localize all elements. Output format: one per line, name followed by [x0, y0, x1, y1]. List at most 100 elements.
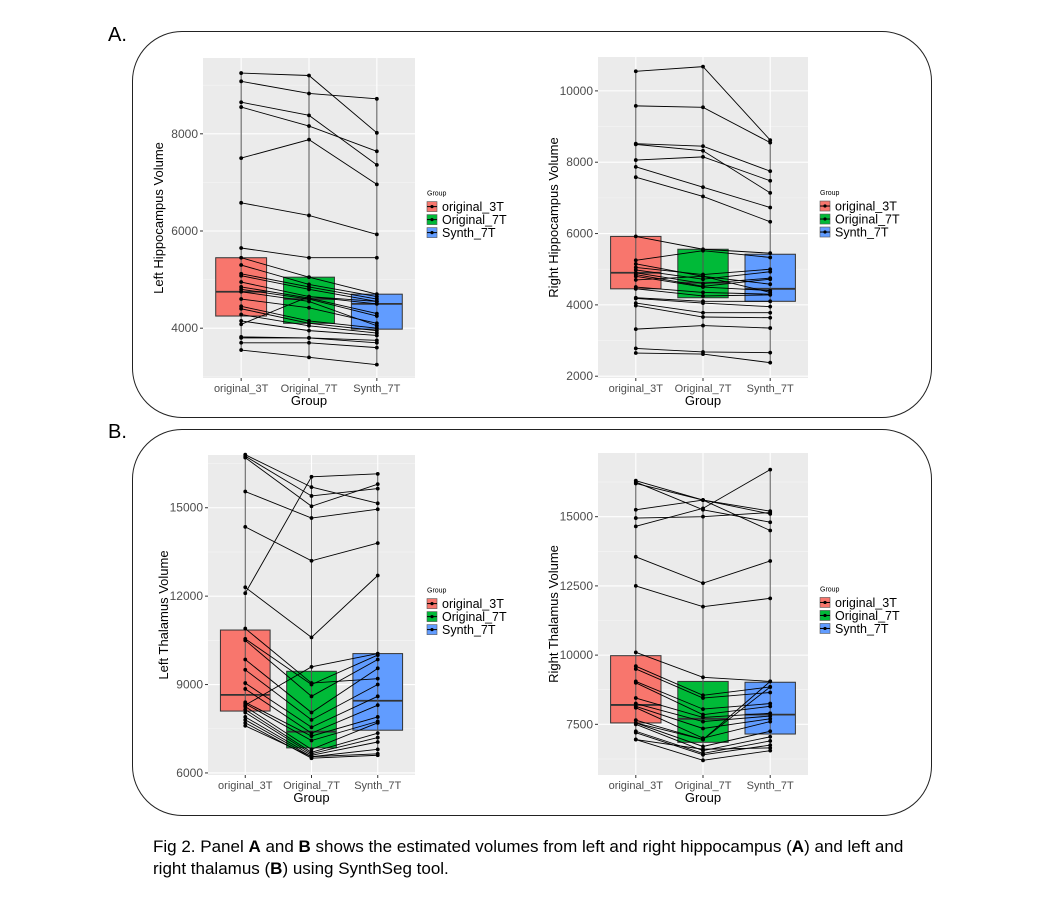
data-point: [309, 504, 314, 509]
data-point: [307, 73, 311, 78]
y-tick-label: 6000: [566, 227, 593, 241]
caption-bold: B: [270, 859, 283, 878]
data-point: [768, 178, 773, 183]
data-point: [375, 715, 380, 719]
data-point: [768, 269, 773, 274]
caption-text: ) using SynthSeg tool.: [282, 859, 449, 878]
y-tick-label: 9000: [176, 678, 203, 692]
caption-bold: B: [298, 837, 311, 856]
data-point: [243, 657, 248, 662]
data-point: [374, 149, 379, 154]
y-axis-title: Right Hippocampus Volume: [546, 137, 561, 297]
data-point: [243, 723, 248, 728]
y-tick-label: 6000: [171, 224, 198, 238]
data-point: [239, 263, 244, 267]
data-point: [309, 474, 314, 479]
legend-label: original_3T: [442, 597, 504, 611]
data-point: [633, 296, 638, 301]
data-point: [701, 185, 705, 190]
data-point: [633, 554, 638, 559]
data-point: [307, 336, 311, 340]
data-point: [633, 278, 638, 282]
x-tick-label: Synth_7T: [747, 780, 794, 792]
x-tick-label: Original_7T: [675, 780, 732, 792]
data-point: [633, 268, 638, 272]
data-point: [374, 321, 379, 326]
data-point: [309, 717, 314, 722]
data-point: [701, 744, 705, 749]
data-point: [701, 144, 705, 149]
data-point: [309, 664, 314, 669]
data-point: [768, 559, 773, 563]
legend-key-point: [430, 602, 434, 606]
data-point: [374, 232, 379, 237]
data-point: [768, 190, 773, 195]
data-point: [768, 304, 773, 309]
data-point: [309, 558, 314, 563]
data-point: [768, 140, 773, 145]
legend-label: Synth_7T: [442, 623, 496, 637]
data-point: [633, 351, 638, 355]
data-point: [307, 213, 311, 218]
data-point: [374, 299, 379, 304]
data-point: [633, 258, 638, 263]
data-point: [243, 681, 248, 685]
y-tick-label: 10000: [560, 648, 594, 662]
x-tick-label: Original_7T: [281, 383, 338, 395]
data-point: [768, 350, 773, 355]
data-point: [701, 696, 705, 700]
x-axis-title: Group: [291, 393, 327, 408]
y-tick-label: 12500: [560, 579, 594, 593]
data-point: [768, 255, 773, 260]
data-point: [375, 657, 380, 662]
data-point: [239, 255, 244, 260]
data-point: [701, 604, 705, 609]
data-point: [243, 638, 248, 643]
y-axis-title: Left Thalamus Volume: [156, 550, 171, 679]
data-point: [701, 693, 705, 698]
data-point: [307, 305, 311, 310]
data-point: [375, 694, 380, 699]
data-point: [239, 289, 244, 294]
data-point: [768, 729, 773, 734]
data-point: [701, 285, 705, 289]
data-point: [375, 541, 380, 546]
data-point: [307, 355, 311, 360]
data-point: [307, 294, 311, 299]
data-point: [633, 346, 638, 351]
legend-title: Group: [820, 586, 840, 593]
data-point: [243, 715, 248, 719]
caption-bold: A: [248, 837, 261, 856]
data-point: [243, 720, 248, 725]
data-point: [768, 299, 773, 304]
data-point: [375, 720, 380, 725]
data-point: [243, 591, 248, 596]
data-point: [633, 142, 638, 147]
data-point: [375, 682, 380, 687]
data-point: [633, 164, 638, 169]
legend-label: Original_7T: [835, 213, 900, 227]
data-point: [239, 319, 244, 323]
x-tick-label: original_3T: [218, 780, 273, 792]
data-point: [375, 731, 380, 736]
data-point: [701, 719, 705, 724]
data-point: [633, 583, 638, 588]
data-point: [701, 194, 705, 199]
legend-title: Group: [820, 190, 840, 197]
data-point: [768, 679, 773, 684]
data-point: [768, 734, 773, 739]
data-point: [375, 573, 380, 578]
data-point: [307, 287, 311, 292]
legend-label: Synth_7T: [835, 622, 889, 636]
data-point: [768, 205, 773, 210]
y-tick-label: 15000: [560, 510, 594, 524]
data-point: [307, 323, 311, 328]
data-point: [374, 345, 379, 350]
data-point: [633, 650, 638, 655]
data-point: [768, 716, 773, 721]
data-point: [374, 182, 379, 187]
data-point: [701, 315, 705, 319]
x-tick-label: Synth_7T: [747, 383, 794, 395]
legend-key-point: [430, 615, 434, 619]
